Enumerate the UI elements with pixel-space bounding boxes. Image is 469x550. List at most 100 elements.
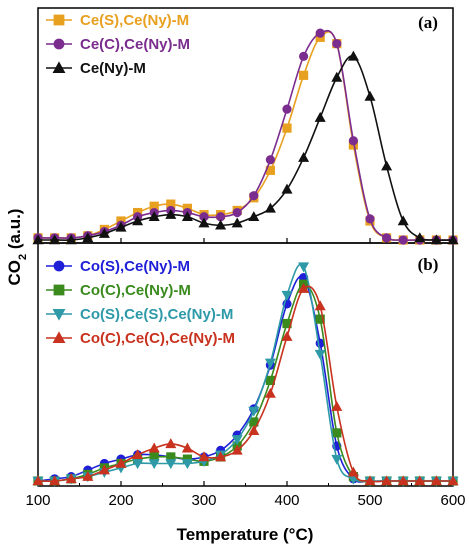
y-axis-title-main: CO — [5, 260, 24, 286]
data-point — [231, 444, 243, 455]
legend-item: Co(S),Ce(S),Ce(Ny)-M — [46, 306, 233, 323]
data-point — [315, 314, 325, 324]
legend-label: Co(S),Ce(Ny)-M — [80, 258, 190, 275]
series-ce-ny-m — [32, 50, 459, 245]
data-point — [381, 233, 392, 243]
x-axis-title: Temperature (°C) — [177, 525, 314, 544]
data-point — [215, 451, 227, 462]
data-point — [314, 349, 326, 360]
data-point — [132, 449, 144, 460]
x-tick-label: 500 — [357, 492, 382, 509]
data-point — [264, 202, 276, 213]
y-axis-title-tail: (a.u.) — [5, 209, 24, 254]
legend-label: Ce(S),Ce(Ny)-M — [80, 12, 189, 29]
data-point — [98, 228, 110, 238]
data-point — [298, 262, 310, 273]
data-point — [331, 400, 343, 411]
data-point — [198, 451, 210, 462]
x-axis-tick-marks — [37, 238, 454, 486]
x-axis-ticks: 100 200 300 400 500 600 — [25, 492, 465, 509]
data-point — [148, 442, 160, 453]
data-point — [32, 234, 44, 245]
data-point — [65, 234, 77, 245]
data-point — [430, 234, 442, 245]
data-point — [365, 214, 375, 224]
legend-item: Co(S),Ce(Ny)-M — [46, 258, 190, 275]
data-point — [198, 217, 210, 228]
panel-b-label: (b) — [418, 255, 439, 274]
data-point — [298, 152, 310, 162]
legend-swatch-marker — [52, 331, 66, 344]
data-point — [298, 282, 310, 293]
legend-swatch-marker — [53, 284, 65, 296]
x-tick-label: 400 — [274, 492, 299, 509]
data-point — [49, 234, 61, 245]
data-point — [331, 454, 343, 465]
series-co-c-ce-c-ce-ny-m — [32, 282, 459, 486]
data-point — [281, 290, 293, 301]
data-point — [264, 387, 276, 398]
legend-item: Co(C),Ce(Ny)-M — [46, 282, 191, 299]
panel-b-legend: Co(S),Ce(Ny)-M Co(C),Ce(Ny)-M Co(S),Ce(S),… — [46, 258, 235, 347]
data-point — [264, 358, 276, 369]
data-point — [165, 459, 177, 470]
data-point — [231, 435, 243, 446]
data-point — [298, 70, 309, 80]
data-point — [181, 211, 193, 222]
data-point — [248, 211, 260, 222]
panel-a-series — [32, 28, 459, 245]
data-point — [447, 475, 459, 486]
data-point — [282, 123, 292, 133]
panel-b-frame — [37, 242, 454, 487]
data-point — [298, 51, 309, 61]
data-point — [348, 136, 358, 146]
legend-item: Co(C),Ce(C),Ce(Ny)-M — [46, 330, 235, 347]
data-point — [32, 475, 44, 486]
legend-label: Co(C),Ce(Ny)-M — [80, 282, 191, 299]
x-tick-label: 300 — [191, 492, 216, 509]
legend-item: Ce(S),Ce(Ny)-M — [46, 12, 189, 29]
x-tick-label: 600 — [440, 492, 465, 509]
data-point — [381, 475, 393, 486]
legend-item: Ce(Ny)-M — [46, 60, 146, 77]
legend-label: Ce(C),Ce(Ny)-M — [80, 36, 190, 53]
data-point — [331, 71, 343, 82]
data-point — [148, 459, 160, 470]
data-point — [414, 475, 426, 486]
legend-swatch-marker — [53, 260, 65, 272]
data-point — [347, 50, 359, 61]
data-point — [181, 459, 193, 470]
legend-label: Co(C),Ce(C),Ce(Ny)-M — [80, 330, 235, 347]
data-point — [132, 215, 144, 226]
data-point — [398, 235, 408, 245]
data-point — [381, 160, 393, 171]
panel-a-label: (a) — [418, 13, 438, 32]
data-point — [414, 232, 426, 243]
legend-swatch-marker — [53, 14, 65, 26]
data-point — [181, 442, 193, 453]
panel-b-series — [32, 262, 459, 487]
data-point — [215, 219, 227, 230]
legend-item: Ce(C),Ce(Ny)-M — [46, 36, 190, 53]
data-point — [315, 28, 325, 38]
data-point — [249, 191, 259, 201]
legend-label: Ce(Ny)-M — [80, 60, 146, 77]
legend-swatch-marker — [52, 61, 66, 73]
data-point — [232, 207, 242, 218]
data-point — [231, 217, 243, 228]
data-point — [49, 475, 61, 486]
data-point — [132, 459, 144, 470]
x-tick-label: 100 — [25, 492, 50, 509]
series-line — [38, 55, 454, 241]
data-point — [115, 221, 127, 232]
data-point — [248, 425, 260, 435]
data-point — [347, 466, 359, 477]
data-point — [314, 300, 326, 311]
data-point — [115, 457, 127, 468]
data-point — [314, 111, 326, 122]
legend-label: Co(S),Ce(S),Ce(Ny)-M — [80, 306, 233, 323]
panel-a-legend: Ce(S),Ce(Ny)-M Ce(C),Ce(Ny)-M Ce(Ny)-M — [46, 12, 190, 77]
data-point — [82, 470, 94, 481]
data-point — [265, 155, 275, 165]
y-axis-title: CO2 (a.u.) — [5, 209, 29, 286]
